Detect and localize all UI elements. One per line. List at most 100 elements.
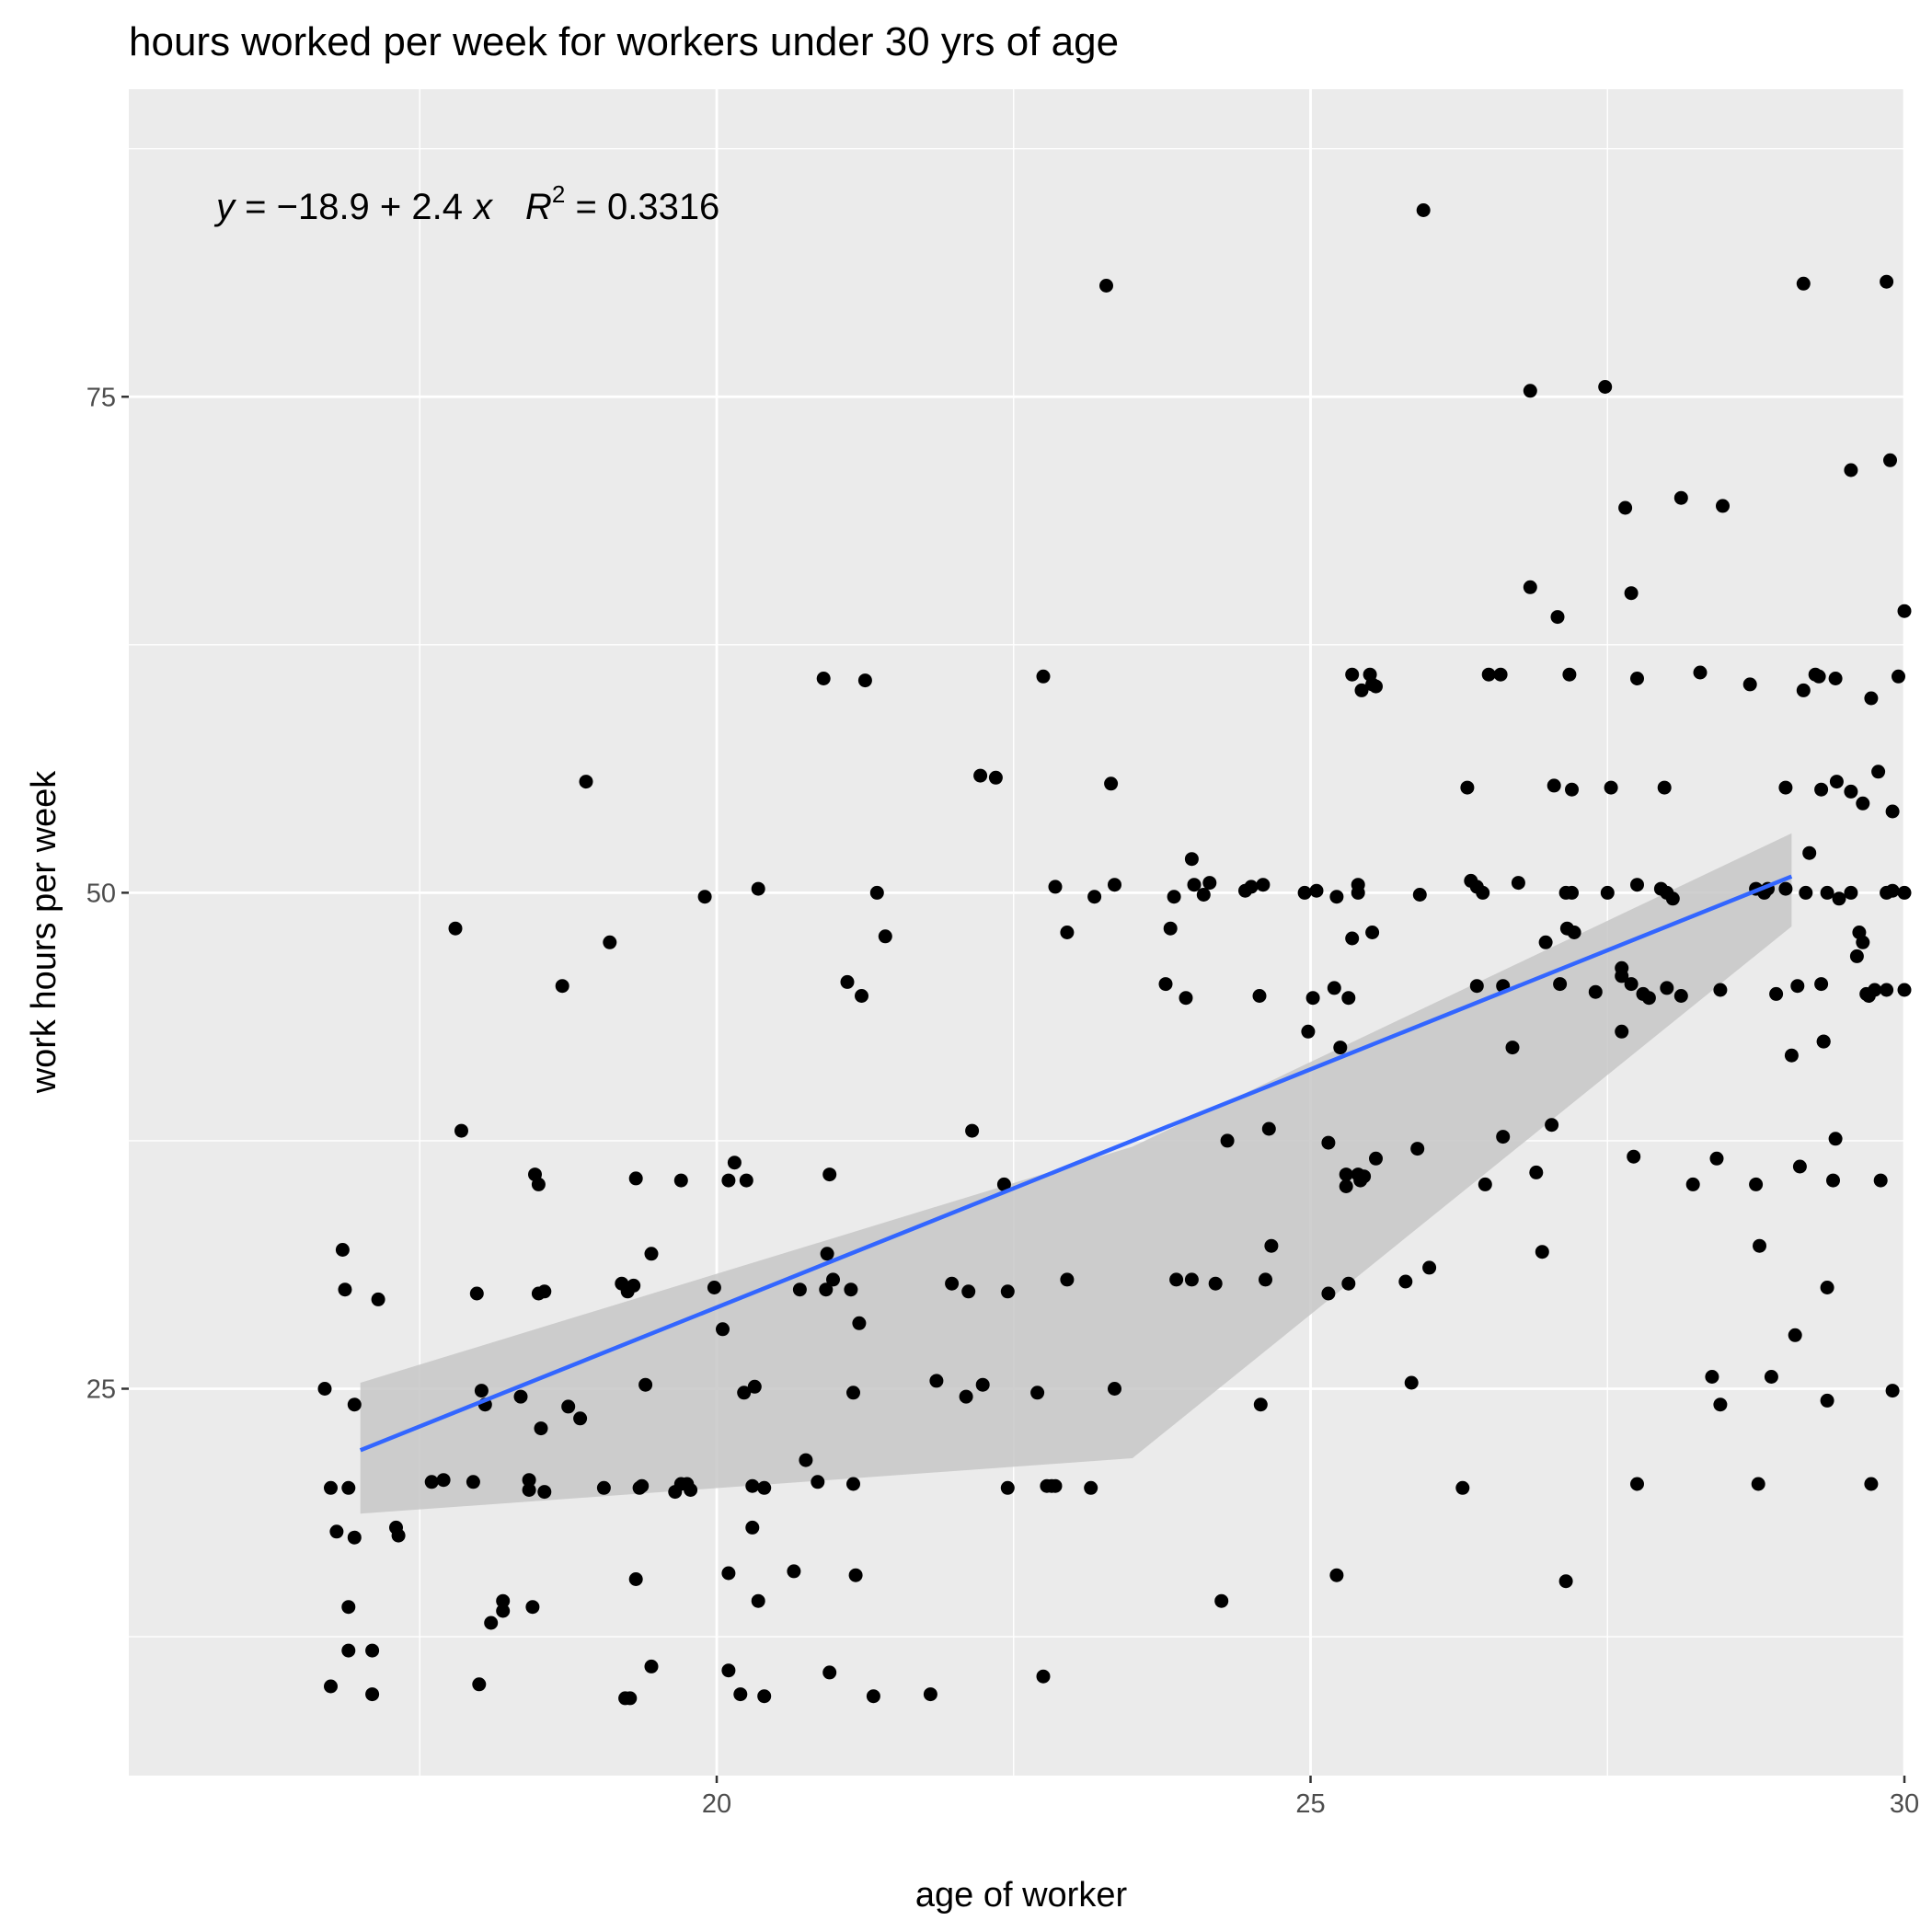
data-point [531, 1177, 546, 1191]
data-point [561, 1399, 576, 1414]
data-point [1892, 669, 1905, 684]
data-point [811, 1475, 825, 1489]
data-point [846, 1477, 860, 1491]
y-tick-label: 25 [86, 1374, 116, 1404]
data-point [1814, 977, 1829, 992]
data-point [1709, 1151, 1724, 1166]
equation-y: y [213, 187, 237, 227]
data-point [1345, 931, 1360, 946]
data-point [1844, 885, 1858, 900]
data-point [1811, 669, 1826, 684]
y-axis: 25 50 75 [86, 383, 129, 1404]
data-point [1048, 880, 1063, 894]
equation-equals: = [235, 187, 277, 227]
data-point [1000, 1284, 1015, 1299]
data-point [1832, 891, 1846, 906]
data-point [1769, 986, 1784, 1001]
data-point [697, 890, 712, 904]
data-point [627, 1278, 641, 1293]
data-point [579, 775, 593, 789]
data-point [1627, 1149, 1641, 1164]
data-point [822, 1167, 837, 1182]
data-point [391, 1528, 406, 1543]
data-point [959, 1389, 973, 1404]
data-point [466, 1475, 480, 1489]
data-point [1897, 885, 1912, 900]
data-point [1883, 453, 1897, 467]
data-point [1252, 989, 1267, 1003]
data-point [1305, 991, 1320, 1006]
data-point [822, 1665, 837, 1680]
data-point [1529, 1165, 1544, 1179]
data-point [988, 770, 1003, 785]
data-point [1778, 881, 1793, 896]
data-point [1799, 885, 1813, 900]
data-point [1868, 983, 1882, 997]
data-point [1630, 1477, 1644, 1491]
data-point [716, 1322, 730, 1337]
data-point [1410, 1142, 1425, 1156]
data-point [1844, 784, 1858, 799]
data-point [1036, 1669, 1051, 1684]
data-point [1685, 1177, 1700, 1191]
data-point [1871, 765, 1886, 779]
data-point [347, 1530, 362, 1545]
data-point [747, 1379, 762, 1394]
data-point [866, 1689, 880, 1704]
data-point [1455, 1480, 1470, 1495]
data-point [474, 1384, 489, 1398]
data-point [454, 1123, 468, 1138]
data-point [1856, 796, 1870, 811]
data-point [496, 1593, 511, 1608]
y-tick-label: 75 [86, 383, 116, 412]
data-point [1333, 1041, 1348, 1055]
data-point [1826, 1173, 1840, 1188]
data-point [1256, 878, 1271, 892]
data-point [929, 1374, 944, 1388]
data-point [603, 935, 617, 949]
data-point [644, 1659, 659, 1673]
data-point [721, 1663, 736, 1678]
confidence-band-layer [360, 833, 1792, 1514]
data-point [1624, 586, 1639, 601]
data-point [324, 1679, 338, 1694]
data-point [522, 1473, 536, 1488]
data-point [820, 1247, 834, 1261]
data-point [1665, 891, 1680, 906]
data-point [848, 1568, 863, 1582]
data-point [1565, 782, 1579, 797]
data-point [1864, 691, 1879, 706]
data-point [1321, 1135, 1336, 1150]
regression-line [359, 874, 1793, 1453]
data-point [973, 768, 988, 783]
data-point [347, 1397, 362, 1412]
data-point [1764, 1370, 1778, 1384]
data-point [844, 1282, 858, 1297]
data-point [1550, 610, 1565, 625]
data-point [684, 1483, 698, 1497]
data-point [1618, 500, 1633, 515]
equation-x: x [472, 187, 494, 227]
data-point [1351, 885, 1365, 900]
data-point [522, 1483, 536, 1497]
data-point [1796, 683, 1811, 697]
data-point [733, 1687, 748, 1702]
data-point [329, 1524, 344, 1539]
data-point [721, 1566, 736, 1581]
confidence-band [360, 833, 1792, 1514]
data-point [1511, 876, 1525, 891]
data-point [1158, 977, 1173, 992]
data-point [1099, 279, 1113, 293]
data-point [1565, 885, 1579, 900]
data-point [341, 1643, 356, 1658]
x-axis-title: age of worker [915, 1876, 1128, 1915]
data-point [472, 1677, 487, 1692]
data-point [1469, 979, 1484, 994]
data-point [1742, 677, 1757, 692]
data-point [1849, 949, 1864, 963]
data-point [1796, 276, 1811, 291]
data-point [1802, 845, 1817, 860]
data-point [638, 1377, 653, 1392]
data-point [751, 1593, 765, 1608]
